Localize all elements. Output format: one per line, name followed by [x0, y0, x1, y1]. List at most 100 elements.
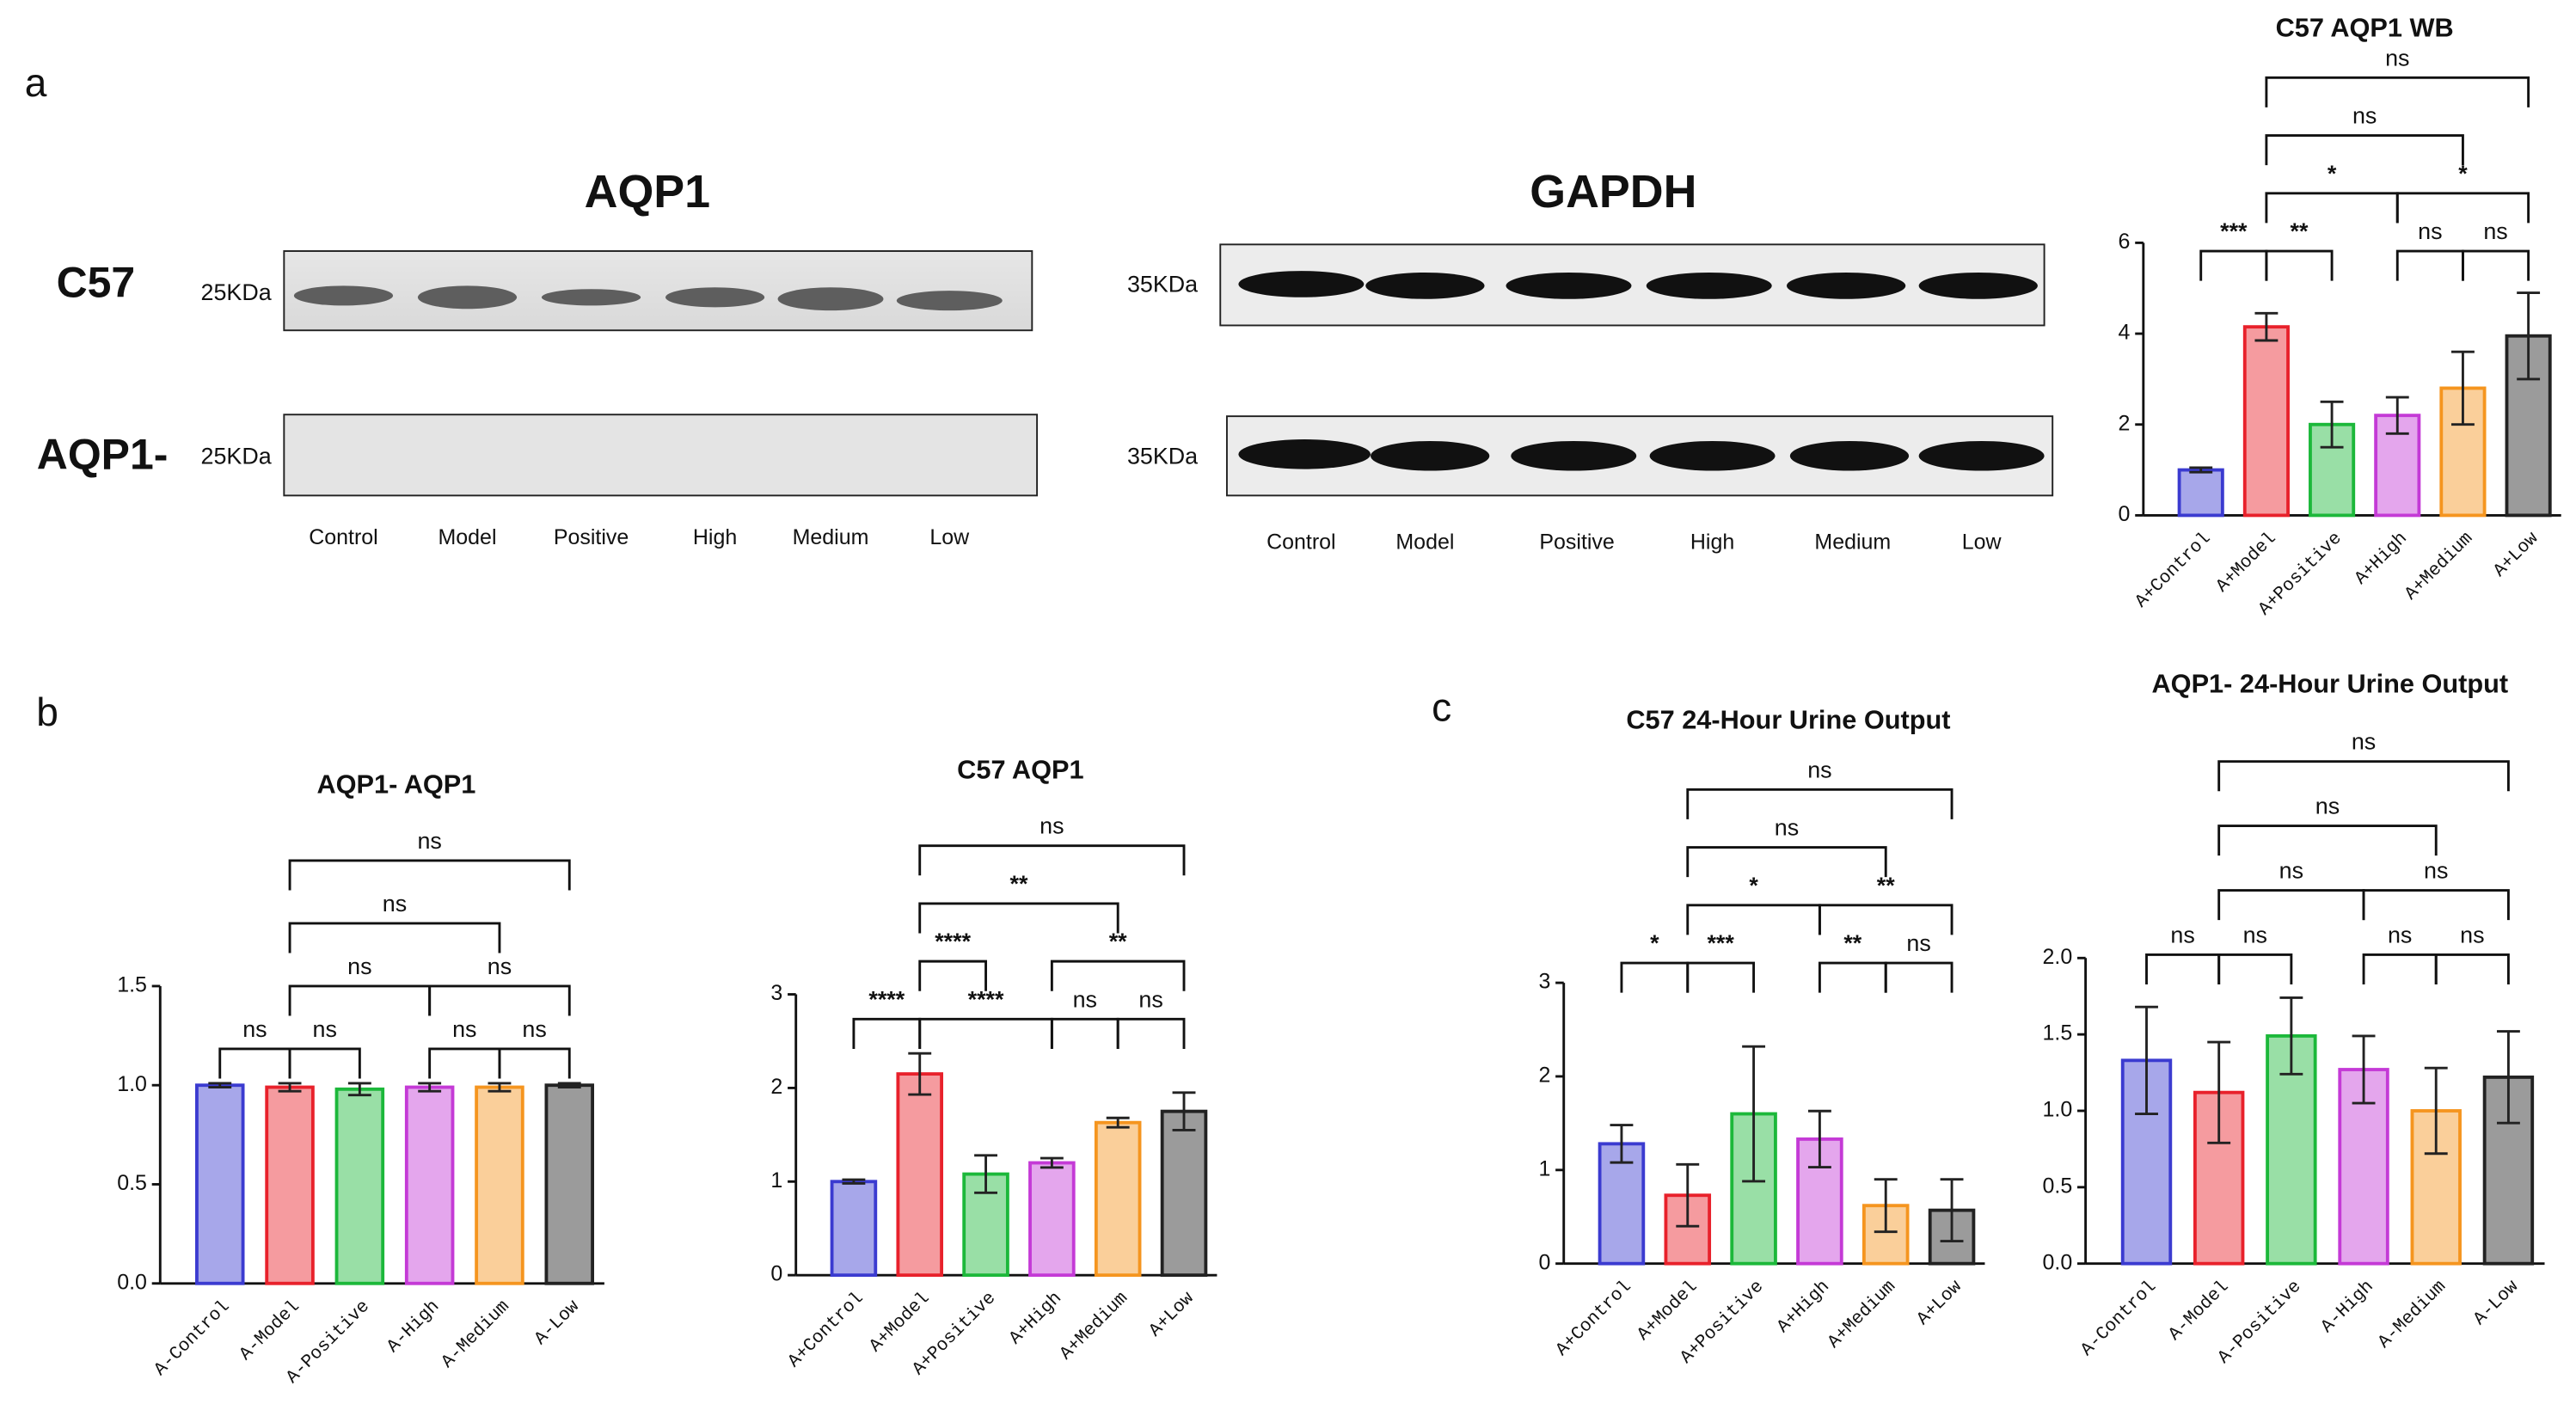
- error-bar: [2135, 1005, 2158, 1115]
- lane-label: Low: [1962, 530, 2003, 555]
- significance-bracket: [1686, 788, 1953, 819]
- significance-bracket: [288, 859, 571, 891]
- significance-label: ns: [242, 1016, 267, 1042]
- x-tick-label: A-Low: [531, 1296, 584, 1349]
- blot-size-label: 35KDa: [1127, 271, 1198, 297]
- lane-label: High: [1690, 530, 1734, 555]
- x-tick-label: A+Low: [1913, 1276, 1966, 1329]
- significance-label: ns: [2388, 922, 2412, 947]
- significance-label: ns: [1807, 757, 1831, 782]
- significance-bracket: [1050, 1017, 1119, 1049]
- significance-bracket: [498, 1047, 571, 1079]
- y-tick-label: 0: [2119, 502, 2131, 526]
- y-tick-label: 1: [770, 1168, 782, 1192]
- error-bar: [2320, 400, 2344, 449]
- significance-bracket: [428, 1047, 501, 1079]
- lane-label: Control: [309, 525, 377, 549]
- x-tick-label: A-Control: [150, 1297, 235, 1381]
- significance-bracket: [1686, 961, 1756, 993]
- x-tick-label: A-High: [2317, 1277, 2378, 1338]
- panel-label: b: [36, 690, 58, 734]
- significance-label: **: [1009, 871, 1027, 897]
- y-tick-label: 0.0: [117, 1270, 147, 1294]
- error-bar: [208, 1082, 232, 1088]
- error-bar: [418, 1082, 442, 1093]
- y-tick-label: 6: [2119, 230, 2131, 254]
- significance-bracket: [428, 984, 571, 1016]
- significance-bracket: [2395, 249, 2464, 281]
- significance-bracket: [1116, 1017, 1186, 1049]
- significance-bracket: [1818, 904, 1953, 935]
- significance-bracket: [2362, 889, 2510, 921]
- chart-title: C57 AQP1 WB: [2276, 13, 2454, 43]
- x-tick-label: A+Medium: [1824, 1277, 1900, 1353]
- lane-label: Model: [1395, 530, 1454, 555]
- significance-label: *: [1749, 873, 1758, 898]
- blot-title: GAPDH: [1530, 166, 1696, 218]
- x-tick-label: A+Model: [1634, 1277, 1702, 1346]
- x-tick-label: A+Control: [2131, 528, 2216, 612]
- significance-label: ns: [1775, 815, 1799, 841]
- error-bar: [1106, 1116, 1130, 1129]
- significance-label: **: [1877, 873, 1895, 898]
- significance-bracket: [218, 1047, 291, 1079]
- y-tick-label: 0: [770, 1262, 782, 1286]
- significance-bracket: [2265, 192, 2399, 224]
- bar: [2242, 325, 2290, 518]
- error-bar: [2279, 996, 2303, 1076]
- lane-label: Medium: [1814, 530, 1891, 555]
- significance-bracket: [1050, 960, 1186, 991]
- chart-title: AQP1- AQP1: [316, 769, 475, 800]
- bar: [1028, 1161, 1076, 1278]
- y-tick-label: 1: [1538, 1156, 1550, 1180]
- error-bar: [2496, 1030, 2520, 1125]
- significance-bracket: [2395, 192, 2530, 224]
- significance-label: ns: [1138, 986, 1162, 1012]
- significance-label: ns: [417, 828, 441, 854]
- y-tick-label: 1.5: [117, 973, 147, 997]
- significance-bracket: [288, 984, 432, 1016]
- chart-title: C57 24-Hour Urine Output: [1626, 705, 1950, 735]
- significance-bracket: [288, 922, 501, 953]
- lane-label: Positive: [554, 525, 629, 549]
- error-bar: [974, 1154, 997, 1194]
- error-bar: [842, 1178, 866, 1185]
- error-bar: [2254, 311, 2279, 342]
- lane-label: Model: [439, 525, 497, 549]
- bar: [194, 1083, 245, 1285]
- error-bar: [1874, 1178, 1898, 1234]
- bar-chart: AQP1- AQP1 0.0 0.5 1.0 1.5 A-Control A-Model A-…: [117, 769, 604, 1388]
- significance-label: ns: [2243, 922, 2267, 947]
- lane-label: High: [693, 525, 737, 549]
- significance-label: *: [2458, 161, 2468, 187]
- significance-label: ns: [1906, 930, 1930, 956]
- significance-label: ns: [2279, 857, 2303, 883]
- bar: [1094, 1120, 1142, 1278]
- y-tick-label: 0: [1538, 1250, 1550, 1274]
- significance-bracket: [918, 1017, 1053, 1049]
- x-tick-label: A+High: [1773, 1277, 1834, 1338]
- significance-label: ns: [1040, 813, 1064, 839]
- x-tick-label: A+Medium: [2401, 528, 2477, 604]
- bar: [896, 1072, 943, 1278]
- bar: [265, 1085, 315, 1285]
- significance-label: ns: [488, 953, 512, 979]
- y-tick-label: 0.5: [2043, 1174, 2073, 1198]
- significance-bracket: [2217, 825, 2438, 856]
- bar: [544, 1083, 595, 1285]
- error-bar: [2189, 466, 2213, 474]
- y-tick-label: 1.0: [2043, 1098, 2073, 1122]
- lane-label: Medium: [793, 525, 869, 549]
- significance-bracket: [2265, 249, 2334, 281]
- blot-image: [283, 250, 1033, 332]
- bar: [404, 1085, 455, 1285]
- significance-label: ns: [2424, 857, 2448, 883]
- panel-label: a: [25, 60, 47, 105]
- significance-bracket: [2199, 249, 2268, 281]
- blot-row-label: AQP1-: [37, 430, 169, 478]
- bar-chart: C57 24-Hour Urine Output0123A+ControlA+M…: [1538, 705, 1985, 1368]
- x-tick-label: A+Control: [1552, 1277, 1636, 1361]
- chart-title: AQP1- 24-Hour Urine Output: [2152, 668, 2509, 698]
- y-tick-label: 1.5: [2043, 1021, 2073, 1045]
